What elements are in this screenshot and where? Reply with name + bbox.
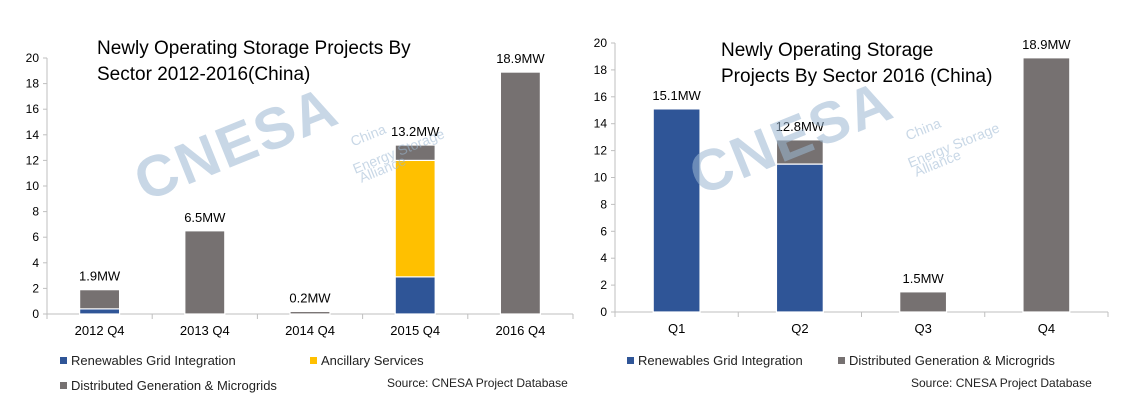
y-tick-label: 14 [26, 128, 40, 142]
left-chart-title: Newly Operating Storage Projects By Sect… [97, 38, 411, 85]
legend-label: Distributed Generation & Microgrids [71, 378, 277, 393]
legend-swatch [627, 357, 634, 364]
y-tick-label: 2 [32, 281, 39, 295]
bar-segment [899, 291, 948, 313]
y-tick-label: 12 [26, 153, 40, 167]
legend-label: Renewables Grid Integration [638, 353, 803, 368]
y-tick-label: 4 [600, 251, 607, 265]
right-source-note: Source: CNESA Project Database [911, 376, 1092, 390]
data-label: 13.2MW [391, 124, 440, 139]
left-legend-item-distributed: Distributed Generation & Microgrids [60, 378, 277, 393]
y-tick-label: 4 [32, 256, 39, 270]
y-tick-label: 16 [26, 102, 40, 116]
y-tick-label: 18 [594, 63, 608, 77]
x-tick-label: Q3 [914, 321, 931, 336]
bar-segment [184, 230, 226, 315]
y-tick-label: 8 [600, 197, 607, 211]
left-chart-panel: 0 2 4 6 8 10 12 14 16 18 20 2012 Q4 1.9MW 2013 Q4 6.5M… [26, 38, 574, 393]
data-label: 18.9MW [1022, 37, 1071, 52]
bar-segment [499, 71, 541, 315]
bar-segment [1022, 57, 1071, 313]
y-tick-label: 18 [26, 77, 40, 91]
right-chart-panel: 0 2 4 6 8 10 12 14 16 18 20 Q1 15.1MW Q2 12.8MW Q3 1.5MW… [575, 0, 1128, 409]
x-tick-label: 2016 Q4 [495, 323, 545, 338]
y-tick-label: 12 [594, 144, 608, 158]
left-chart-plot: 0 2 4 6 8 10 12 14 16 18 20 2012 Q4 1.9MW 2013 Q4 6.5M… [26, 51, 574, 338]
data-label: 12.8MW [776, 119, 825, 134]
y-tick-label: 20 [26, 51, 40, 65]
data-label: 6.5MW [184, 210, 226, 225]
legend-swatch [838, 357, 845, 364]
y-tick-label: 20 [594, 36, 608, 50]
data-label: 15.1MW [652, 88, 701, 103]
right-legend-item-renewables: Renewables Grid Integration [627, 353, 803, 368]
bar-segment [79, 308, 121, 315]
bar-segment [79, 289, 121, 310]
y-tick-label: 8 [32, 205, 39, 219]
y-tick-label: 2 [600, 278, 607, 292]
y-tick-label: 10 [26, 179, 40, 193]
left-legend-item-renewables: Renewables Grid Integration [60, 353, 236, 368]
bar-segment [394, 159, 436, 278]
legend-swatch [60, 382, 67, 389]
x-tick-label: 2015 Q4 [390, 323, 440, 338]
x-tick-label: Q4 [1038, 321, 1055, 336]
legend-label: Ancillary Services [321, 353, 424, 368]
bar-segment [394, 276, 436, 315]
x-tick-label: 2013 Q4 [180, 323, 230, 338]
bar-segment [289, 310, 331, 315]
data-label: 1.5MW [903, 271, 945, 286]
right-chart-plot: 0 2 4 6 8 10 12 14 16 18 20 Q1 15.1MW Q2 12.8MW Q3 1.5MW… [594, 36, 1109, 336]
right-legend-item-distributed: Distributed Generation & Microgrids [838, 353, 1055, 368]
bar-segment [394, 144, 436, 161]
legend-label: Distributed Generation & Microgrids [849, 353, 1055, 368]
y-tick-label: 0 [32, 307, 39, 321]
x-tick-label: Q2 [791, 321, 808, 336]
y-tick-label: 14 [594, 117, 608, 131]
left-legend-item-ancillary: Ancillary Services [310, 353, 424, 368]
bar-segment [775, 139, 824, 165]
y-tick-label: 10 [594, 171, 608, 185]
x-tick-label: 2014 Q4 [285, 323, 335, 338]
left-source-note: Source: CNESA Project Database [387, 376, 568, 390]
bar-segment [652, 108, 701, 313]
y-tick-label: 6 [32, 230, 39, 244]
legend-label: Renewables Grid Integration [71, 353, 236, 368]
y-tick-label: 16 [594, 90, 608, 104]
data-label: 18.9MW [496, 51, 545, 66]
y-tick-label: 0 [600, 305, 607, 319]
bar-segment [775, 163, 824, 313]
legend-swatch [60, 357, 67, 364]
y-tick-label: 6 [600, 224, 607, 238]
x-tick-label: 2012 Q4 [75, 323, 125, 338]
data-label: 1.9MW [79, 269, 121, 284]
legend-swatch [310, 357, 317, 364]
x-tick-label: Q1 [668, 321, 685, 336]
data-label: 0.2MW [289, 290, 331, 305]
right-chart-title: Newly Operating Storage Projects By Sect… [721, 40, 993, 87]
